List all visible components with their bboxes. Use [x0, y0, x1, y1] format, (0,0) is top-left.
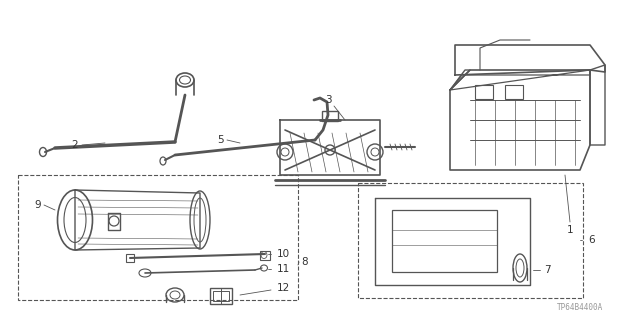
Text: 2: 2 [72, 140, 78, 150]
Bar [18, 175, 298, 300]
Text: 5: 5 [217, 135, 223, 145]
Bar [392, 210, 497, 272]
Text: 10: 10 [276, 249, 289, 259]
Bar [210, 288, 232, 304]
Bar [213, 291, 229, 301]
Bar [260, 251, 270, 260]
Bar [475, 85, 493, 99]
Text: 9: 9 [35, 200, 42, 210]
Bar [505, 85, 523, 99]
Bar [126, 254, 134, 262]
Text: 11: 11 [276, 264, 290, 274]
Bar [322, 111, 338, 121]
Text: TP64B4400A: TP64B4400A [557, 303, 603, 312]
Text: 8: 8 [301, 257, 308, 267]
Text: 7: 7 [544, 265, 550, 275]
Text: 1: 1 [566, 225, 573, 235]
Text: 12: 12 [276, 283, 290, 293]
Text: 3: 3 [324, 95, 332, 105]
Bar [358, 183, 583, 298]
Text: 6: 6 [589, 235, 595, 245]
